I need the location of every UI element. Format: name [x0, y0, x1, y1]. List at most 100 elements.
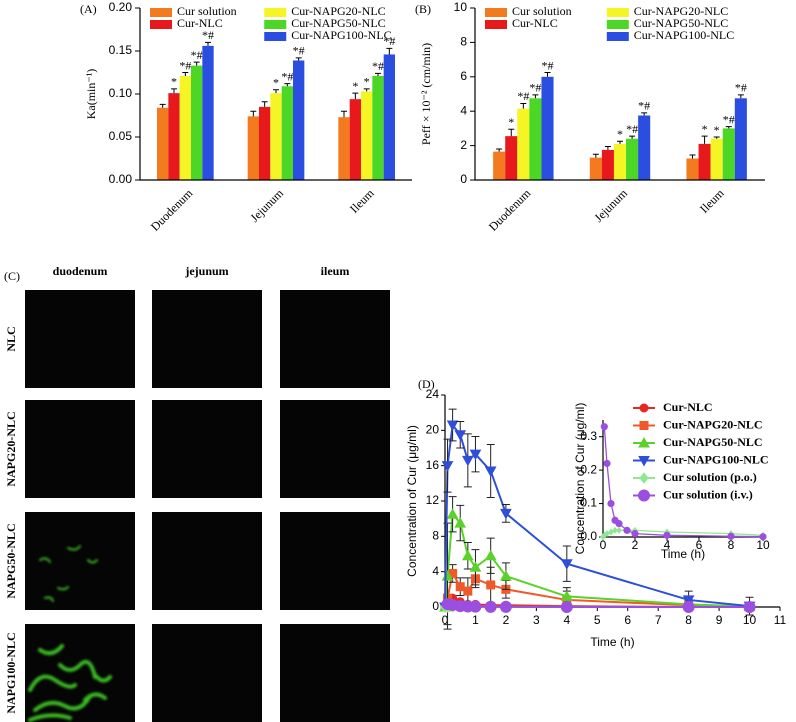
fluorescence	[39, 545, 98, 602]
error-bar	[284, 83, 291, 87]
marker	[638, 436, 650, 448]
y-tick-label: 0.00	[109, 172, 133, 186]
error-bar	[352, 92, 359, 100]
row-label: NAPG50-NLC	[4, 523, 18, 598]
x-tick-label: 0	[600, 538, 607, 552]
error-bar	[520, 102, 527, 109]
legend-label: Cur-NLC	[663, 400, 713, 414]
error-bar	[641, 112, 648, 116]
marker	[663, 531, 671, 539]
y-tick-label: 0.05	[109, 129, 133, 143]
bar	[493, 151, 506, 180]
marker	[446, 420, 459, 432]
legend-swatch	[485, 20, 507, 29]
error-bar	[508, 128, 515, 137]
x-tick-label: 11	[774, 613, 787, 627]
micrograph	[25, 400, 135, 498]
error-bar	[375, 72, 381, 76]
error-bar	[386, 47, 393, 55]
marker	[607, 499, 615, 508]
error-bar	[532, 94, 539, 99]
row-label: NLC	[4, 326, 18, 351]
error-bar	[617, 140, 623, 144]
y-tick-label: 4	[460, 103, 467, 117]
significance-mark: *#	[542, 58, 554, 72]
marker	[560, 590, 573, 601]
legend-label: Cur solution (i.v.)	[663, 487, 753, 501]
error-bar	[496, 148, 503, 152]
y-axis-label: Peff × 10⁻² (cm/min)	[419, 43, 433, 145]
error-bar	[544, 72, 551, 77]
marker	[499, 600, 512, 613]
marker	[469, 561, 482, 572]
y-tick-label: 0.15	[109, 43, 133, 57]
x-tick-label: Duodenum	[148, 186, 196, 234]
error-bar	[604, 145, 611, 150]
x-axis-label: Time (h)	[661, 547, 705, 561]
marker	[638, 489, 650, 502]
bar	[529, 98, 542, 180]
row-label: NAPG20-NLC	[4, 411, 18, 486]
marker	[682, 595, 695, 606]
x-tick-label: 4	[664, 538, 671, 552]
x-tick-label: 5	[594, 613, 601, 627]
y-tick-label: 16	[426, 458, 440, 472]
x-tick-label: 9	[716, 613, 723, 627]
marker	[639, 472, 649, 484]
y-tick-label: 8	[460, 35, 467, 49]
bar	[626, 138, 639, 180]
legend-swatch	[606, 32, 629, 41]
panel-label: (C)	[4, 269, 20, 283]
error-bar	[261, 101, 268, 107]
y-tick-label: 24	[426, 387, 440, 401]
y-axis-label: Ka(min⁻¹)	[84, 69, 98, 120]
error-bar	[701, 135, 708, 144]
bar	[157, 107, 169, 180]
marker	[638, 456, 650, 467]
marker	[682, 600, 695, 613]
bar	[179, 75, 191, 180]
x-tick-label: 8	[685, 613, 692, 627]
y-tick-label: 0.20	[109, 0, 133, 14]
legend-label: Cur solution	[177, 4, 237, 18]
marker	[441, 461, 454, 472]
bar	[383, 54, 395, 180]
bar	[259, 106, 271, 180]
significance-mark: *#	[191, 48, 203, 62]
significance-mark: *#	[529, 81, 541, 95]
bar	[698, 143, 711, 180]
micrograph	[152, 400, 262, 498]
significance-mark: *#	[638, 99, 650, 113]
column-label: jejunum	[184, 264, 228, 278]
marker	[623, 526, 631, 534]
micrograph	[280, 290, 390, 388]
legend-label: Cur-NAPG100-NLC	[634, 28, 734, 42]
legend-swatch	[264, 32, 287, 41]
significance-mark: *#	[626, 122, 638, 136]
error-bar	[363, 88, 370, 92]
bar	[710, 138, 723, 180]
significance-mark: *	[171, 75, 177, 89]
micrograph	[152, 512, 262, 610]
x-tick-label: 6	[696, 538, 703, 552]
x-tick-label: 3	[533, 613, 540, 627]
panel-label: (A)	[80, 2, 97, 16]
micrograph	[280, 624, 390, 722]
y-tick-label: 0	[460, 172, 467, 186]
legend-label: Cur-NAPG50-NLC	[634, 16, 728, 30]
error-bar	[205, 41, 211, 46]
marker	[500, 508, 512, 520]
panel-label: (B)	[415, 2, 431, 16]
error-bar	[592, 153, 599, 158]
significance-mark: *#	[372, 59, 384, 73]
error-bar	[159, 103, 166, 108]
x-tick-label: 8	[728, 538, 735, 552]
legend-swatch	[150, 8, 172, 17]
y-tick-label: 0	[432, 599, 439, 613]
error-bar	[250, 110, 257, 117]
x-tick-label: 7	[655, 613, 662, 627]
error-bar	[725, 126, 732, 129]
